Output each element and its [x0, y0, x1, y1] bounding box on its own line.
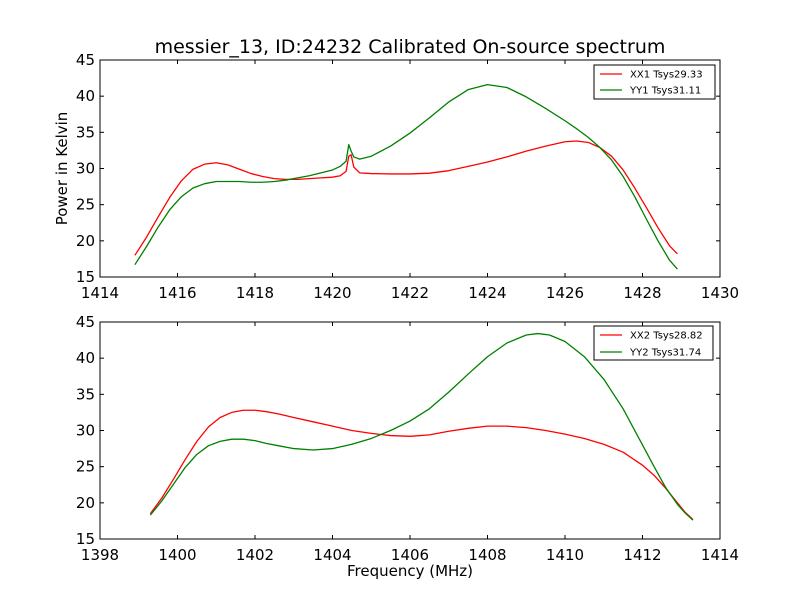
series-group [134, 83, 678, 270]
y-axis-label: Power in Kelvin [53, 112, 71, 226]
y-tick-label: 15 [76, 268, 95, 286]
y-tick-label: 25 [76, 458, 95, 476]
x-tick-label: 1424 [468, 284, 506, 302]
x-tick-label: 1410 [546, 546, 584, 564]
legend-label-xx1: XX1 Tsys29.33 [630, 70, 703, 81]
x-tick-label: 1418 [236, 284, 274, 302]
y-tick-label: 20 [76, 494, 95, 512]
y-tick-label: 45 [76, 313, 95, 331]
x-tick-label: 1426 [546, 284, 584, 302]
x-tick-label: 1408 [468, 546, 506, 564]
y-tick-label: 20 [76, 232, 95, 250]
y-tick-label: 40 [76, 87, 95, 105]
x-tick-label: 1406 [391, 546, 429, 564]
x-tick-label: 1420 [313, 284, 351, 302]
x-tick-label: 1402 [236, 546, 274, 564]
bottom-spectrum-panel: 1398 1400 1402 1404 1406 1408 1410 1412 1414 15 20… [76, 313, 739, 580]
tick-group: 1398 1400 1402 1404 1406 1408 1410 1412 1414 15 20… [76, 313, 739, 564]
series-line-yy1 [134, 83, 678, 270]
legend-label-xx2: XX2 Tsys28.82 [630, 331, 703, 342]
x-tick-label: 1430 [701, 284, 739, 302]
y-tick-label: 45 [76, 51, 95, 69]
y-tick-label: 35 [76, 123, 95, 141]
x-tick-label: 1414 [701, 546, 739, 564]
x-axis-label: Frequency (MHz) [347, 562, 473, 580]
plot-frame [99, 321, 721, 540]
x-tick-label: 1400 [158, 546, 196, 564]
x-tick-label: 1422 [391, 284, 429, 302]
legend-box [593, 64, 716, 100]
legend: XX1 Tsys29.33 YY1 Tsys31.11 [593, 64, 716, 100]
series-group [149, 332, 694, 521]
plot-frame [99, 59, 721, 278]
x-tick-label: 1404 [313, 546, 351, 564]
x-tick-label: 1428 [623, 284, 661, 302]
x-tick-label: 1416 [158, 284, 196, 302]
legend-box [593, 325, 714, 361]
y-tick-label: 30 [76, 160, 95, 178]
y-tick-label: 35 [76, 385, 95, 403]
chart-title: messier_13, ID:24232 Calibrated On-sourc… [155, 36, 666, 58]
x-tick-label: 1398 [81, 546, 119, 564]
x-tick-label: 1414 [81, 284, 119, 302]
legend: XX2 Tsys28.82 YY2 Tsys31.74 [593, 325, 714, 361]
y-tick-label: 15 [76, 530, 95, 548]
y-tick-label: 40 [76, 349, 95, 367]
legend-label-yy2: YY2 Tsys31.74 [629, 348, 701, 359]
x-tick-label: 1412 [623, 546, 661, 564]
series-line-xx1 [134, 140, 678, 256]
tick-group: 1414 1416 1418 1420 1422 1424 1426 1428 1430 15 20… [76, 51, 739, 302]
y-tick-label: 25 [76, 196, 95, 214]
series-line-yy2 [149, 332, 694, 521]
y-tick-label: 30 [76, 422, 95, 440]
legend-label-yy1: YY1 Tsys31.11 [629, 86, 701, 97]
series-line-xx2 [149, 409, 694, 520]
top-spectrum-panel: messier_13, ID:24232 Calibrated On-sourc… [53, 36, 739, 302]
